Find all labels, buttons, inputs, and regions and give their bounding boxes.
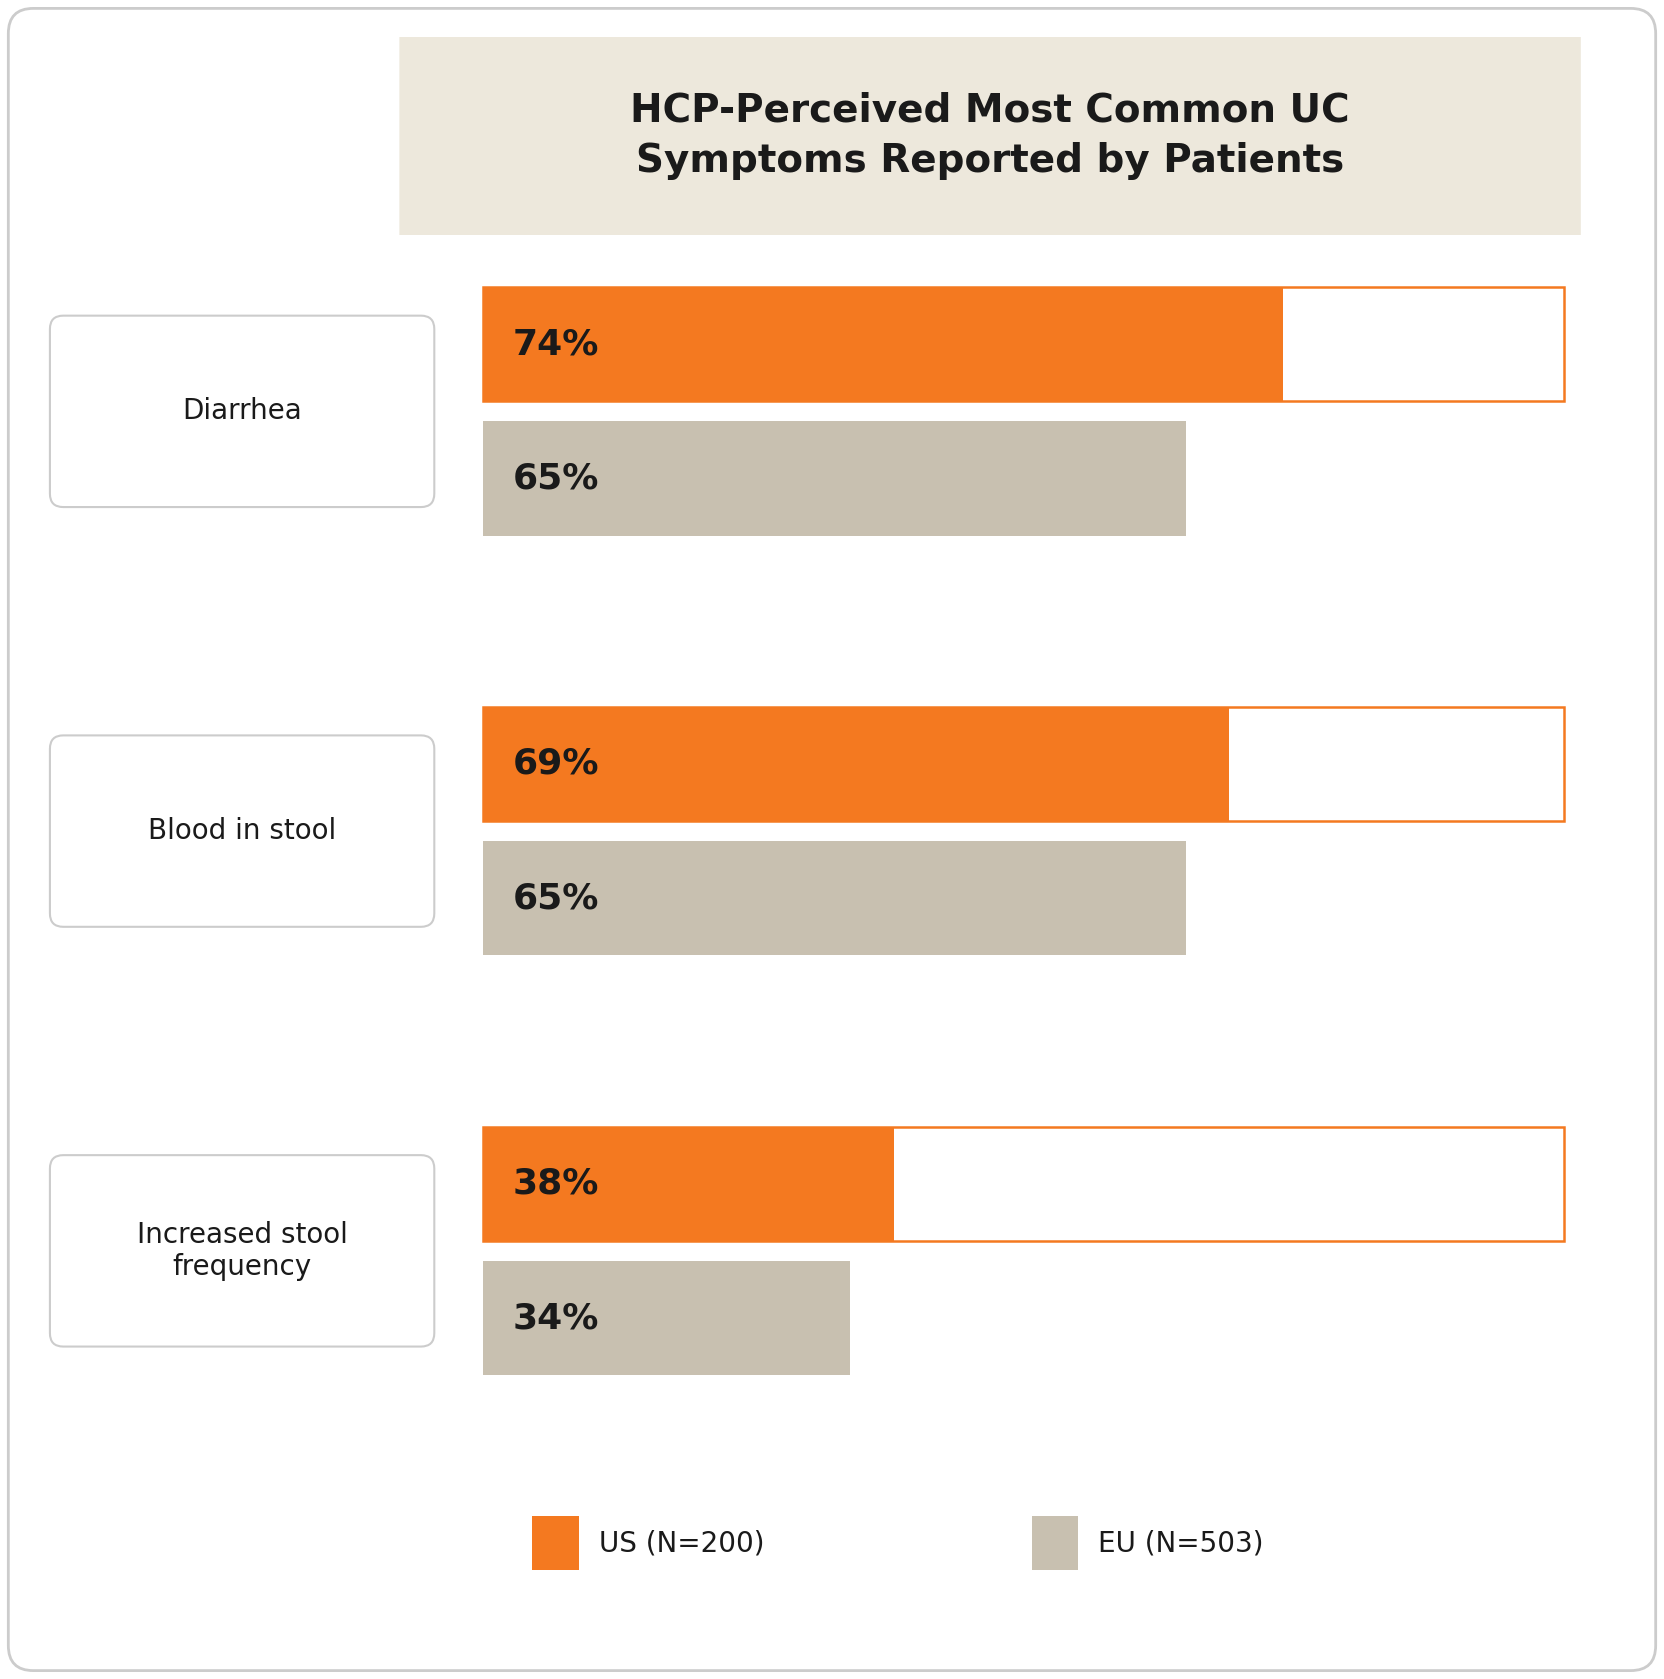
Text: Increased stool
frequency: Increased stool frequency bbox=[136, 1221, 348, 1281]
Text: EU (N=503): EU (N=503) bbox=[1098, 1530, 1263, 1556]
FancyBboxPatch shape bbox=[399, 37, 1581, 235]
Text: 74%: 74% bbox=[513, 327, 599, 361]
Text: HCP-Perceived Most Common UC
Symptoms Reported by Patients: HCP-Perceived Most Common UC Symptoms Re… bbox=[631, 92, 1350, 180]
Text: 34%: 34% bbox=[513, 1301, 599, 1335]
Text: US (N=200): US (N=200) bbox=[599, 1530, 764, 1556]
Text: 65%: 65% bbox=[513, 462, 599, 495]
Text: Diarrhea: Diarrhea bbox=[183, 398, 301, 425]
FancyBboxPatch shape bbox=[8, 8, 1656, 1671]
Text: 65%: 65% bbox=[513, 881, 599, 915]
Text: 69%: 69% bbox=[513, 747, 599, 781]
Text: 38%: 38% bbox=[513, 1167, 599, 1200]
Text: Blood in stool: Blood in stool bbox=[148, 818, 336, 845]
